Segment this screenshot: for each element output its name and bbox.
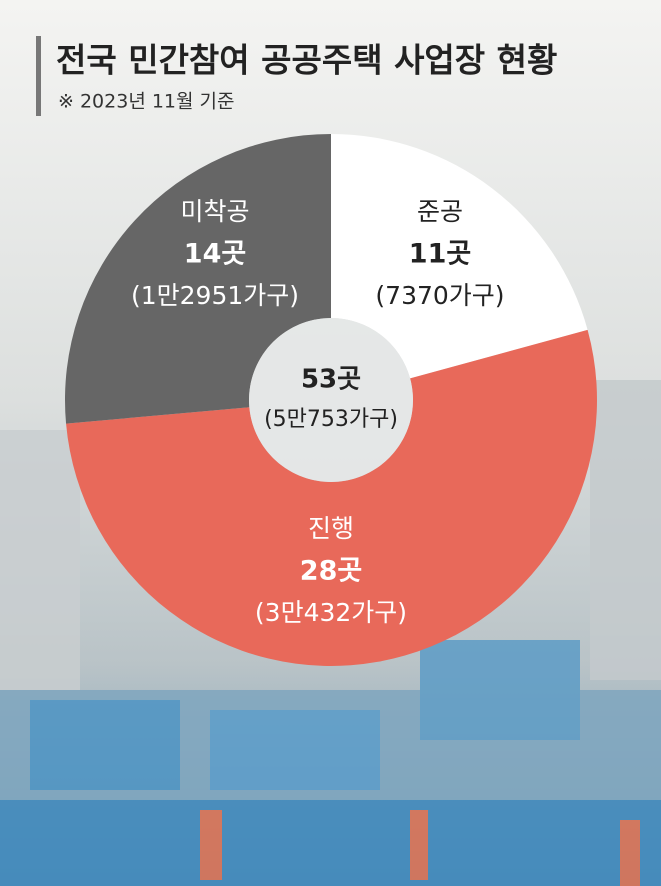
- donut-segment: [66, 329, 598, 666]
- segment-category: 미착공: [180, 197, 249, 226]
- title-bar: [36, 36, 41, 116]
- donut-segment: [331, 134, 588, 379]
- chart-title: 전국 민간참여 공공주택 사업장 현황: [56, 41, 557, 80]
- segment-household-label: (1만2951가구): [131, 281, 299, 310]
- donut-segment: [64, 134, 331, 424]
- segment-value-label: 28곳: [300, 556, 362, 587]
- center-sublabel: (5만753가구): [264, 407, 398, 432]
- segment-value-label: 14곳: [184, 239, 246, 270]
- segment-category: 준공: [417, 197, 463, 226]
- segment-household-label: (3만432가구): [255, 598, 407, 627]
- city-backdrop: [0, 380, 661, 886]
- segment-household-label: (7370가구): [375, 281, 504, 310]
- segment-category: 진행: [308, 514, 354, 543]
- donut-hole: [249, 318, 413, 482]
- center-label: 53곳: [301, 365, 361, 395]
- segment-value-label: 11곳: [409, 239, 471, 270]
- chart-subtitle: ※ 2023년 11월 기준: [58, 91, 235, 113]
